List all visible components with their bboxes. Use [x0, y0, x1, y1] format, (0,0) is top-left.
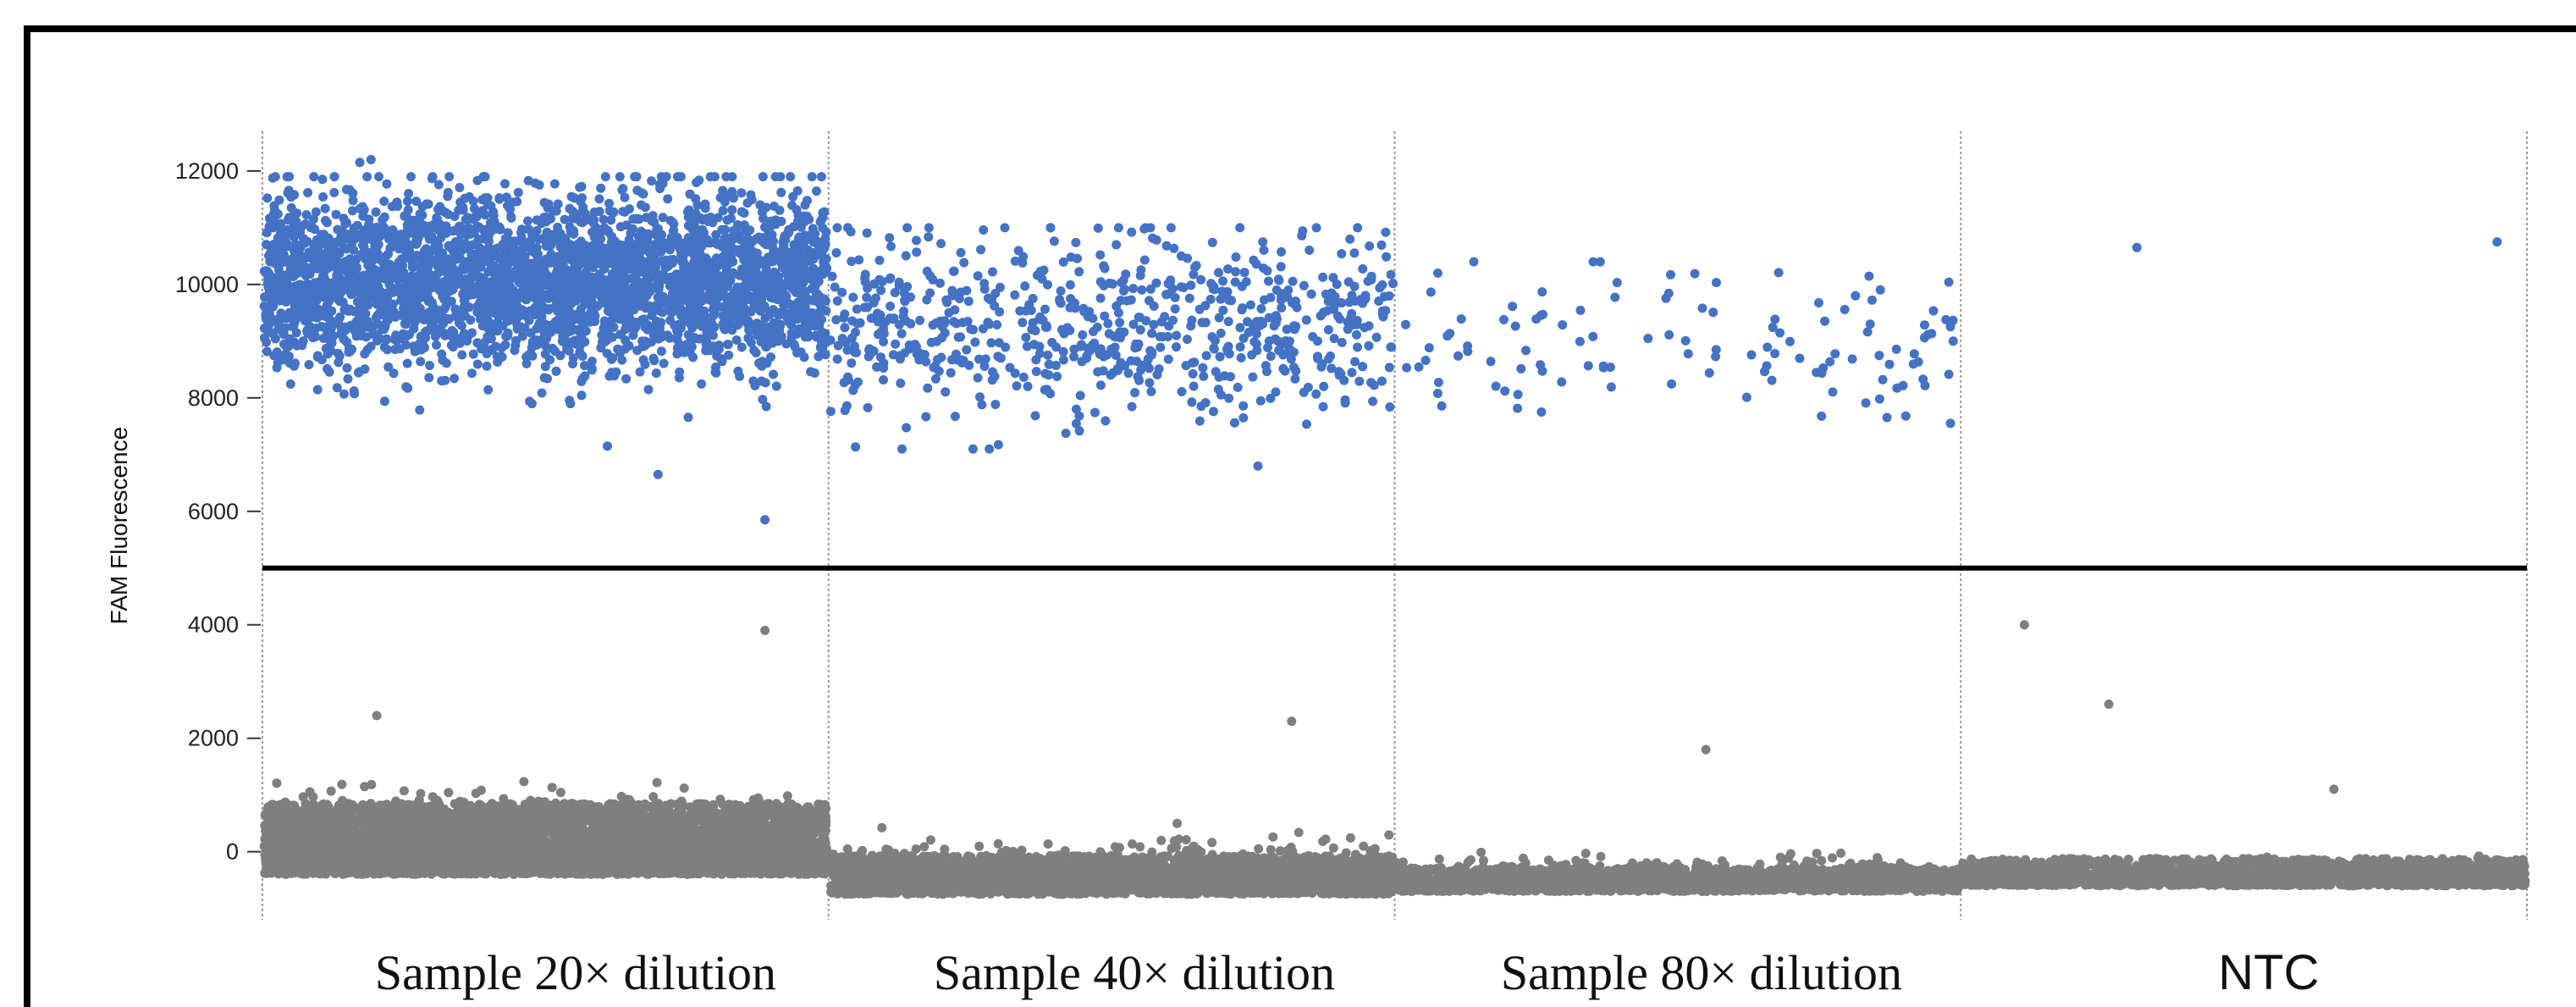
- series-1: [259, 155, 832, 879]
- negative-droplet: [270, 835, 280, 845]
- negative-droplet: [687, 849, 698, 859]
- negative-droplet: [781, 802, 791, 811]
- droplet-points: [259, 155, 2530, 899]
- negative-droplet: [547, 783, 557, 793]
- negative-droplet: [648, 792, 659, 802]
- negative-droplet: [363, 838, 373, 848]
- negative-droplet: [455, 803, 465, 813]
- negative-droplet: [337, 779, 347, 789]
- negative-droplet: [725, 803, 736, 813]
- negative-droplet: [700, 854, 710, 863]
- negative-droplet: [774, 869, 784, 879]
- negative-droplet: [558, 822, 568, 832]
- negative-droplet: [561, 844, 571, 855]
- negative-droplet: [818, 848, 828, 858]
- negative-droplet: [358, 800, 368, 810]
- negative-droplet: [493, 808, 503, 818]
- negative-droplet: [460, 844, 470, 855]
- negative-droplet: [736, 860, 747, 870]
- negative-droplet: [316, 846, 326, 856]
- negative-droplet: [350, 844, 361, 855]
- negative-droplet: [407, 816, 417, 827]
- negative-droplet: [679, 783, 689, 793]
- negative-droplet: [768, 802, 778, 812]
- negative-droplet: [470, 867, 480, 877]
- negative-droplet: [352, 855, 362, 866]
- negative-droplet: [400, 811, 411, 821]
- negative-droplet: [696, 827, 706, 837]
- negative-droplet: [659, 836, 670, 846]
- negative-droplet: [499, 855, 510, 865]
- negative-droplet: [522, 802, 532, 812]
- negative-droplet: [567, 837, 576, 847]
- negative-droplet: [501, 827, 511, 838]
- negative-droplet: [575, 868, 585, 878]
- negative-droplet: [805, 858, 815, 868]
- negative-droplet: [380, 866, 390, 877]
- negative-droplet: [819, 800, 830, 810]
- negative-droplet: [288, 839, 298, 849]
- negative-droplet: [432, 864, 441, 874]
- negative-droplet: [723, 813, 733, 823]
- negative-droplet: [468, 832, 478, 842]
- category-dividers: [262, 131, 2528, 920]
- negative-droplet: [527, 855, 537, 866]
- negative-droplet: [536, 834, 546, 844]
- negative-droplet: [514, 817, 524, 827]
- negative-droplet: [433, 842, 444, 852]
- negative-droplet: [545, 811, 554, 822]
- negative-droplet: [476, 785, 486, 795]
- negative-droplet: [709, 802, 718, 811]
- negative-droplet: [634, 867, 644, 877]
- figure-frame: [24, 25, 2576, 1007]
- negative-droplet: [367, 850, 378, 860]
- negative-droplet: [555, 788, 565, 798]
- negative-droplet: [664, 845, 673, 855]
- negative-droplet: [444, 788, 454, 798]
- negative-droplet: [431, 800, 441, 810]
- negative-droplet: [547, 850, 557, 860]
- negative-droplet: [477, 845, 488, 855]
- negative-droplet: [287, 822, 297, 833]
- negative-droplet: [519, 777, 529, 787]
- negative-droplet: [473, 821, 483, 831]
- negative-droplet: [758, 814, 768, 824]
- negative-droplet: [326, 786, 336, 796]
- negative-droplet: [434, 829, 444, 838]
- negative-droplet: [512, 805, 521, 816]
- negative-droplet: [540, 866, 550, 877]
- negative-droplet: [310, 807, 320, 817]
- negative-droplet: [456, 853, 466, 863]
- negative-droplet: [378, 855, 388, 865]
- negative-droplet: [737, 821, 747, 831]
- negative-droplet: [290, 800, 300, 811]
- negative-droplet: [334, 803, 343, 813]
- negative-droplet: [367, 779, 377, 789]
- negative-droplet: [639, 801, 649, 811]
- negative-droplet: [547, 838, 557, 849]
- negative-droplet: [636, 816, 646, 826]
- negative-droplet: [792, 802, 803, 812]
- negative-droplet: [272, 778, 282, 788]
- negative-droplet: [625, 808, 635, 817]
- negative-droplet: [399, 786, 409, 796]
- negative-droplet: [735, 800, 745, 811]
- negative-droplet: [615, 800, 626, 811]
- negative-droplet: [515, 865, 525, 875]
